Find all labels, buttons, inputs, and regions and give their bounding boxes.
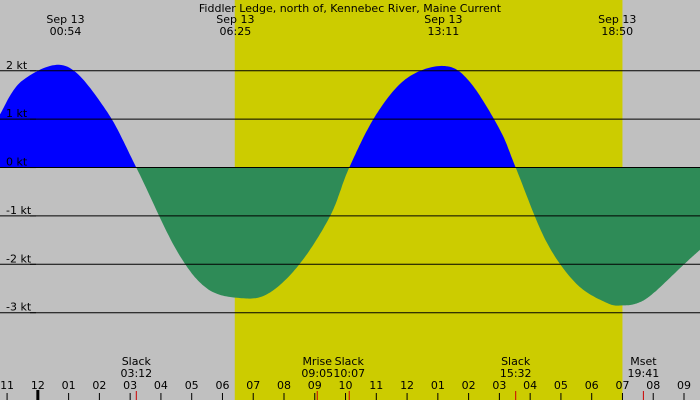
chart-title: Fiddler Ledge, north of, Kennebec River,… — [199, 2, 502, 15]
hour-tick-label: 10 — [339, 379, 353, 392]
y-tick-label: 1 kt — [6, 107, 28, 120]
y-tick-label: -3 kt — [6, 301, 32, 314]
hour-tick-label: 05 — [185, 379, 199, 392]
top-time-label: 13:11 — [428, 25, 460, 38]
hour-tick-label: 06 — [215, 379, 229, 392]
ebb-current-area — [136, 167, 350, 299]
event-name-label: Mrise — [302, 355, 332, 368]
hour-tick-label: 07 — [615, 379, 629, 392]
hour-tick-label: 11 — [369, 379, 383, 392]
event-time-label: 19:41 — [628, 367, 660, 380]
hour-tick-label: 02 — [462, 379, 476, 392]
top-date-label: Sep 13 — [424, 13, 462, 26]
event-name-label: Mset — [630, 355, 657, 368]
event-time-label: 10:07 — [333, 367, 365, 380]
hour-tick-label: 05 — [554, 379, 568, 392]
hour-tick-label: 08 — [646, 379, 660, 392]
top-date-label: Sep 13 — [598, 13, 636, 26]
top-date-label: Sep 13 — [46, 13, 84, 26]
hour-tick-label: 12 — [31, 379, 45, 392]
event-time-label: 03:12 — [120, 367, 152, 380]
hour-tick-label: 04 — [154, 379, 168, 392]
top-time-label: 06:25 — [220, 25, 252, 38]
top-time-label: 00:54 — [50, 25, 82, 38]
hour-tick-label: 11 — [0, 379, 14, 392]
top-time-label: 18:50 — [601, 25, 633, 38]
event-time-label: 09:05 — [301, 367, 333, 380]
hour-tick-label: 12 — [400, 379, 414, 392]
hour-tick-label: 08 — [277, 379, 291, 392]
y-tick-label: -1 kt — [6, 204, 32, 217]
hour-tick-label: 09 — [308, 379, 322, 392]
event-name-label: Slack — [335, 355, 365, 368]
hour-axis: 11 12 01 02 03 04 05 06 07 08 09 10 11 12 01 02 03 04 05 06… — [0, 379, 691, 400]
y-tick-label: 2 kt — [6, 59, 28, 72]
event-name-label: Slack — [501, 355, 531, 368]
hour-tick-label: 09 — [677, 379, 691, 392]
hour-tick-label: 07 — [246, 379, 260, 392]
event-time-label: 15:32 — [500, 367, 532, 380]
event-labels: Slack03:12Mrise09:05Slack10:07Slack15:32… — [120, 355, 659, 400]
hour-tick-label: 01 — [62, 379, 76, 392]
y-tick-label: 0 kt — [6, 156, 28, 169]
y-axis-labels: 2 kt 1 kt 0 kt -1 kt -2 kt -3 kt — [6, 59, 32, 314]
hour-tick-label: 02 — [92, 379, 106, 392]
event-name-label: Slack — [122, 355, 152, 368]
hour-tick-label: 01 — [431, 379, 445, 392]
current-area-layer — [0, 64, 700, 306]
hour-tick-label: 03 — [123, 379, 137, 392]
top-date-label: Sep 13 — [216, 13, 254, 26]
grid-layer — [0, 70, 700, 314]
hour-tick-label: 06 — [585, 379, 599, 392]
hour-tick-label: 03 — [492, 379, 506, 392]
y-tick-label: -2 kt — [6, 252, 32, 265]
flood-current-area — [349, 65, 516, 168]
ebb-current-area — [515, 167, 700, 306]
hour-tick-label: 04 — [523, 379, 537, 392]
flood-current-area — [0, 64, 137, 168]
